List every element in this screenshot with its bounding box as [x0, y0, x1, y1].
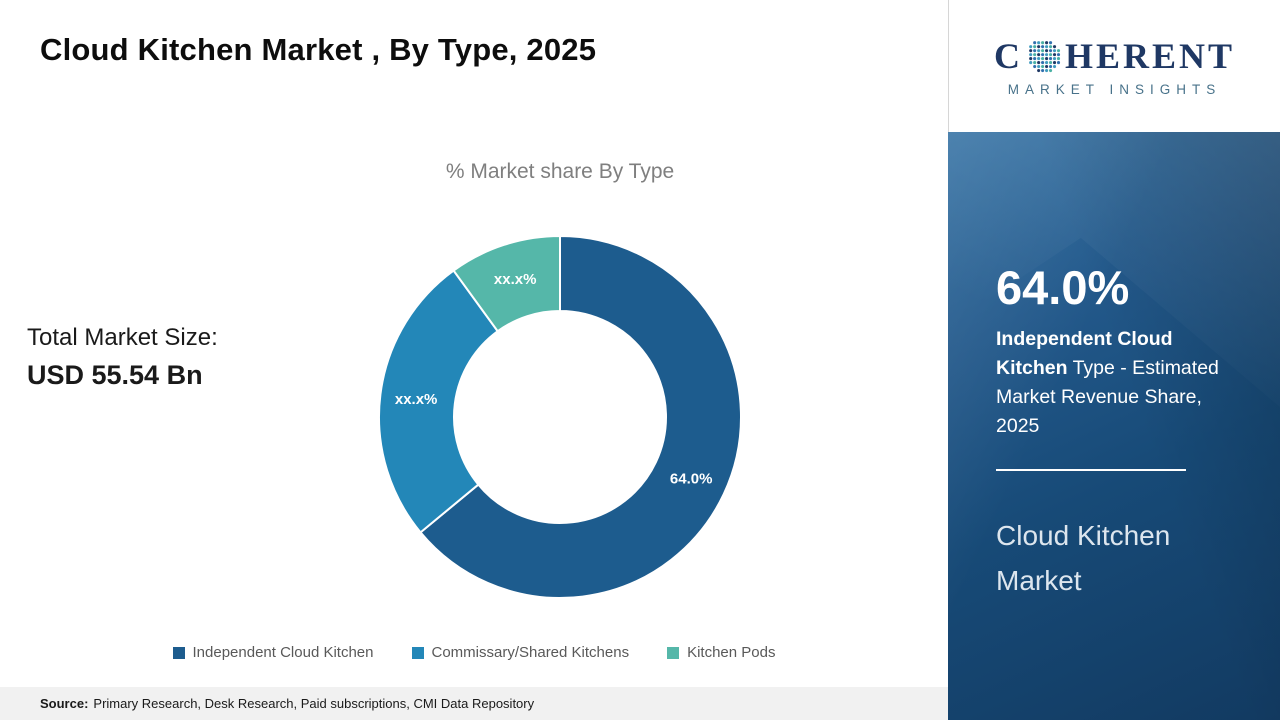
- globe-dot: [1037, 45, 1041, 49]
- globe-dot: [1033, 64, 1037, 69]
- logo-wordmark: C HERENT: [994, 35, 1235, 77]
- legend-item-commissary-shared-kitchens: Commissary/Shared Kitchens: [411, 644, 630, 661]
- globe-dot: [1037, 68, 1041, 73]
- total-market-size-label: Total Market Size:: [27, 324, 218, 351]
- donut-slice: [419, 234, 742, 599]
- globe-dot: [1045, 45, 1049, 49]
- globe-dot: [1033, 49, 1037, 53]
- globe-dot: [1056, 57, 1061, 61]
- globe-dot: [1045, 64, 1049, 69]
- logo-word-pre: C: [993, 36, 1023, 76]
- globe-dot: [1052, 49, 1057, 53]
- headline-description-bold: Independent Cloud Kitchen: [996, 328, 1173, 379]
- globe-dot: [1045, 53, 1049, 57]
- legend-item-kitchen-pods: Kitchen Pods: [667, 644, 775, 661]
- globe-dot: [1052, 45, 1057, 49]
- panel-report-title: Cloud Kitchen Market: [996, 520, 1171, 597]
- donut-slice: [452, 234, 561, 333]
- total-market-size: Total Market Size: USD 55.54 Bn: [27, 324, 218, 391]
- legend-label: Independent Cloud Kitchen: [192, 644, 374, 661]
- globe-dot: [1041, 57, 1045, 61]
- globe-dot: [1041, 49, 1045, 53]
- globe-dot: [1056, 53, 1061, 57]
- panel-divider: [996, 469, 1186, 471]
- globe-dot: [1045, 61, 1049, 65]
- highlight-panel: 64.0% Independent Cloud Kitchen Type - E…: [948, 132, 1280, 720]
- globe-dot: [1041, 41, 1045, 45]
- globe-dot: [1029, 53, 1033, 57]
- donut-slice: [378, 269, 500, 534]
- source-bar: Source: Primary Research, Desk Research,…: [0, 687, 948, 720]
- globe-dot: [1041, 64, 1045, 69]
- slice-value-label: xx.x%: [494, 271, 537, 288]
- legend-label: Kitchen Pods: [687, 644, 776, 661]
- globe-dot: [1048, 53, 1053, 57]
- globe-dot: [1048, 57, 1053, 61]
- globe-dot: [1029, 57, 1033, 61]
- globe-dot: [1048, 49, 1053, 53]
- globe-dot: [1033, 61, 1037, 65]
- globe-dot: [1033, 53, 1037, 57]
- panel-content: 64.0% Independent Cloud Kitchen Type - E…: [948, 260, 1280, 604]
- slice-value-label: xx.x%: [395, 391, 438, 408]
- headline-description: Independent Cloud Kitchen Type - Estimat…: [996, 325, 1238, 441]
- globe-dot: [1037, 49, 1041, 53]
- globe-dot: [1029, 49, 1033, 53]
- slice-value-label: 64.0%: [670, 471, 713, 488]
- globe-dot: [1045, 49, 1049, 53]
- source-text: Primary Research, Desk Research, Paid su…: [93, 696, 535, 711]
- globe-dot: [1037, 53, 1041, 57]
- legend-label: Commissary/Shared Kitchens: [431, 644, 630, 661]
- globe-dot: [1041, 68, 1045, 73]
- globe-dot: [1045, 41, 1049, 45]
- globe-dot: [1048, 41, 1053, 45]
- globe-dot: [1033, 57, 1037, 61]
- globe-dot: [1045, 68, 1049, 73]
- headline-description-rest: Type - Estimated Market Revenue Share, 2…: [996, 357, 1219, 437]
- globe-dot: [1037, 41, 1041, 45]
- legend-item-independent-cloud-kitchen: Independent Cloud Kitchen: [172, 644, 374, 661]
- legend-swatch-icon: [667, 646, 680, 659]
- logo-subtitle: MARKET INSIGHTS: [1007, 82, 1222, 97]
- donut-chart-svg: 64.0% xx.x% xx.x%: [378, 234, 742, 599]
- globe-dot: [1048, 64, 1053, 69]
- total-market-size-value: USD 55.54 Bn: [27, 360, 203, 390]
- globe-dot: [1052, 57, 1057, 61]
- donut-chart: 64.0% xx.x% xx.x%: [374, 231, 746, 603]
- legend-swatch-icon: [172, 646, 185, 659]
- globe-dot: [1048, 45, 1053, 49]
- globe-dot: [1041, 53, 1045, 57]
- globe-dot: [1037, 61, 1041, 65]
- globe-dot: [1041, 45, 1045, 49]
- page-title: Cloud Kitchen Market , By Type, 2025: [40, 32, 597, 67]
- source-label: Source:: [40, 696, 89, 711]
- globe-dot: [1052, 61, 1057, 65]
- dotted-globe-icon: [1029, 41, 1061, 73]
- globe-dot: [1048, 61, 1053, 65]
- globe-dot: [1052, 64, 1057, 69]
- globe-dot: [1041, 61, 1045, 65]
- logo-word-post: HERENT: [1064, 36, 1236, 76]
- chart-subtitle: % Market share By Type: [445, 160, 675, 183]
- globe-dot: [1033, 41, 1037, 45]
- globe-dot: [1056, 49, 1061, 53]
- globe-dot: [1045, 57, 1049, 61]
- right-panel: C HERENT MARKET INSIGHTS 64.0% Independe…: [948, 0, 1280, 720]
- globe-dot: [1056, 61, 1061, 65]
- globe-dot: [1037, 57, 1041, 61]
- globe-dot: [1029, 61, 1033, 65]
- globe-dot: [1033, 45, 1037, 49]
- globe-dot: [1048, 68, 1053, 73]
- globe-dot: [1029, 45, 1033, 49]
- globe-dot: [1052, 53, 1057, 57]
- chart-legend: Independent Cloud Kitchen Commissary/Sha…: [0, 644, 948, 661]
- brand-logo: C HERENT MARKET INSIGHTS: [948, 0, 1280, 132]
- globe-dot: [1037, 64, 1041, 69]
- legend-swatch-icon: [411, 646, 424, 659]
- headline-stat: 64.0%: [996, 261, 1130, 314]
